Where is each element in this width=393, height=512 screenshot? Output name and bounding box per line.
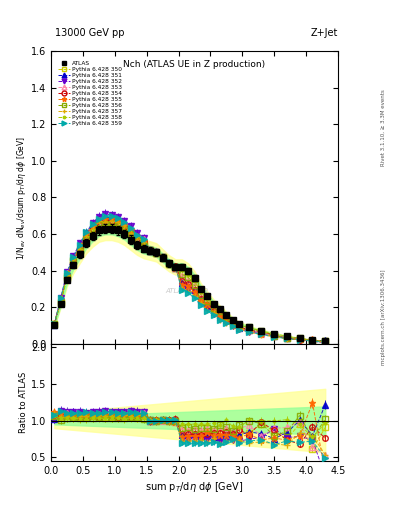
Text: Rivet 3.1.10, ≥ 3.3M events: Rivet 3.1.10, ≥ 3.3M events bbox=[381, 90, 386, 166]
Y-axis label: Ratio to ATLAS: Ratio to ATLAS bbox=[19, 372, 28, 433]
Y-axis label: 1/N$_{ev}$ dN$_{ev}$/dsum p$_T$/d$\eta$ d$\phi$ [GeV]: 1/N$_{ev}$ dN$_{ev}$/dsum p$_T$/d$\eta$ … bbox=[15, 135, 28, 260]
Legend: ATLAS, Pythia 6.428 350, Pythia 6.428 351, Pythia 6.428 352, Pythia 6.428 353, P: ATLAS, Pythia 6.428 350, Pythia 6.428 35… bbox=[57, 60, 123, 127]
Text: Z+Jet: Z+Jet bbox=[310, 28, 338, 38]
Text: ATLAS_2019_: ATLAS_2019_ bbox=[165, 288, 212, 294]
Text: Nch (ATLAS UE in Z production): Nch (ATLAS UE in Z production) bbox=[123, 60, 266, 69]
Text: mcplots.cern.ch [arXiv:1306.3436]: mcplots.cern.ch [arXiv:1306.3436] bbox=[381, 270, 386, 365]
X-axis label: sum p$_T$/d$\eta$ d$\phi$ [GeV]: sum p$_T$/d$\eta$ d$\phi$ [GeV] bbox=[145, 480, 244, 494]
Text: 13000 GeV pp: 13000 GeV pp bbox=[55, 28, 125, 38]
